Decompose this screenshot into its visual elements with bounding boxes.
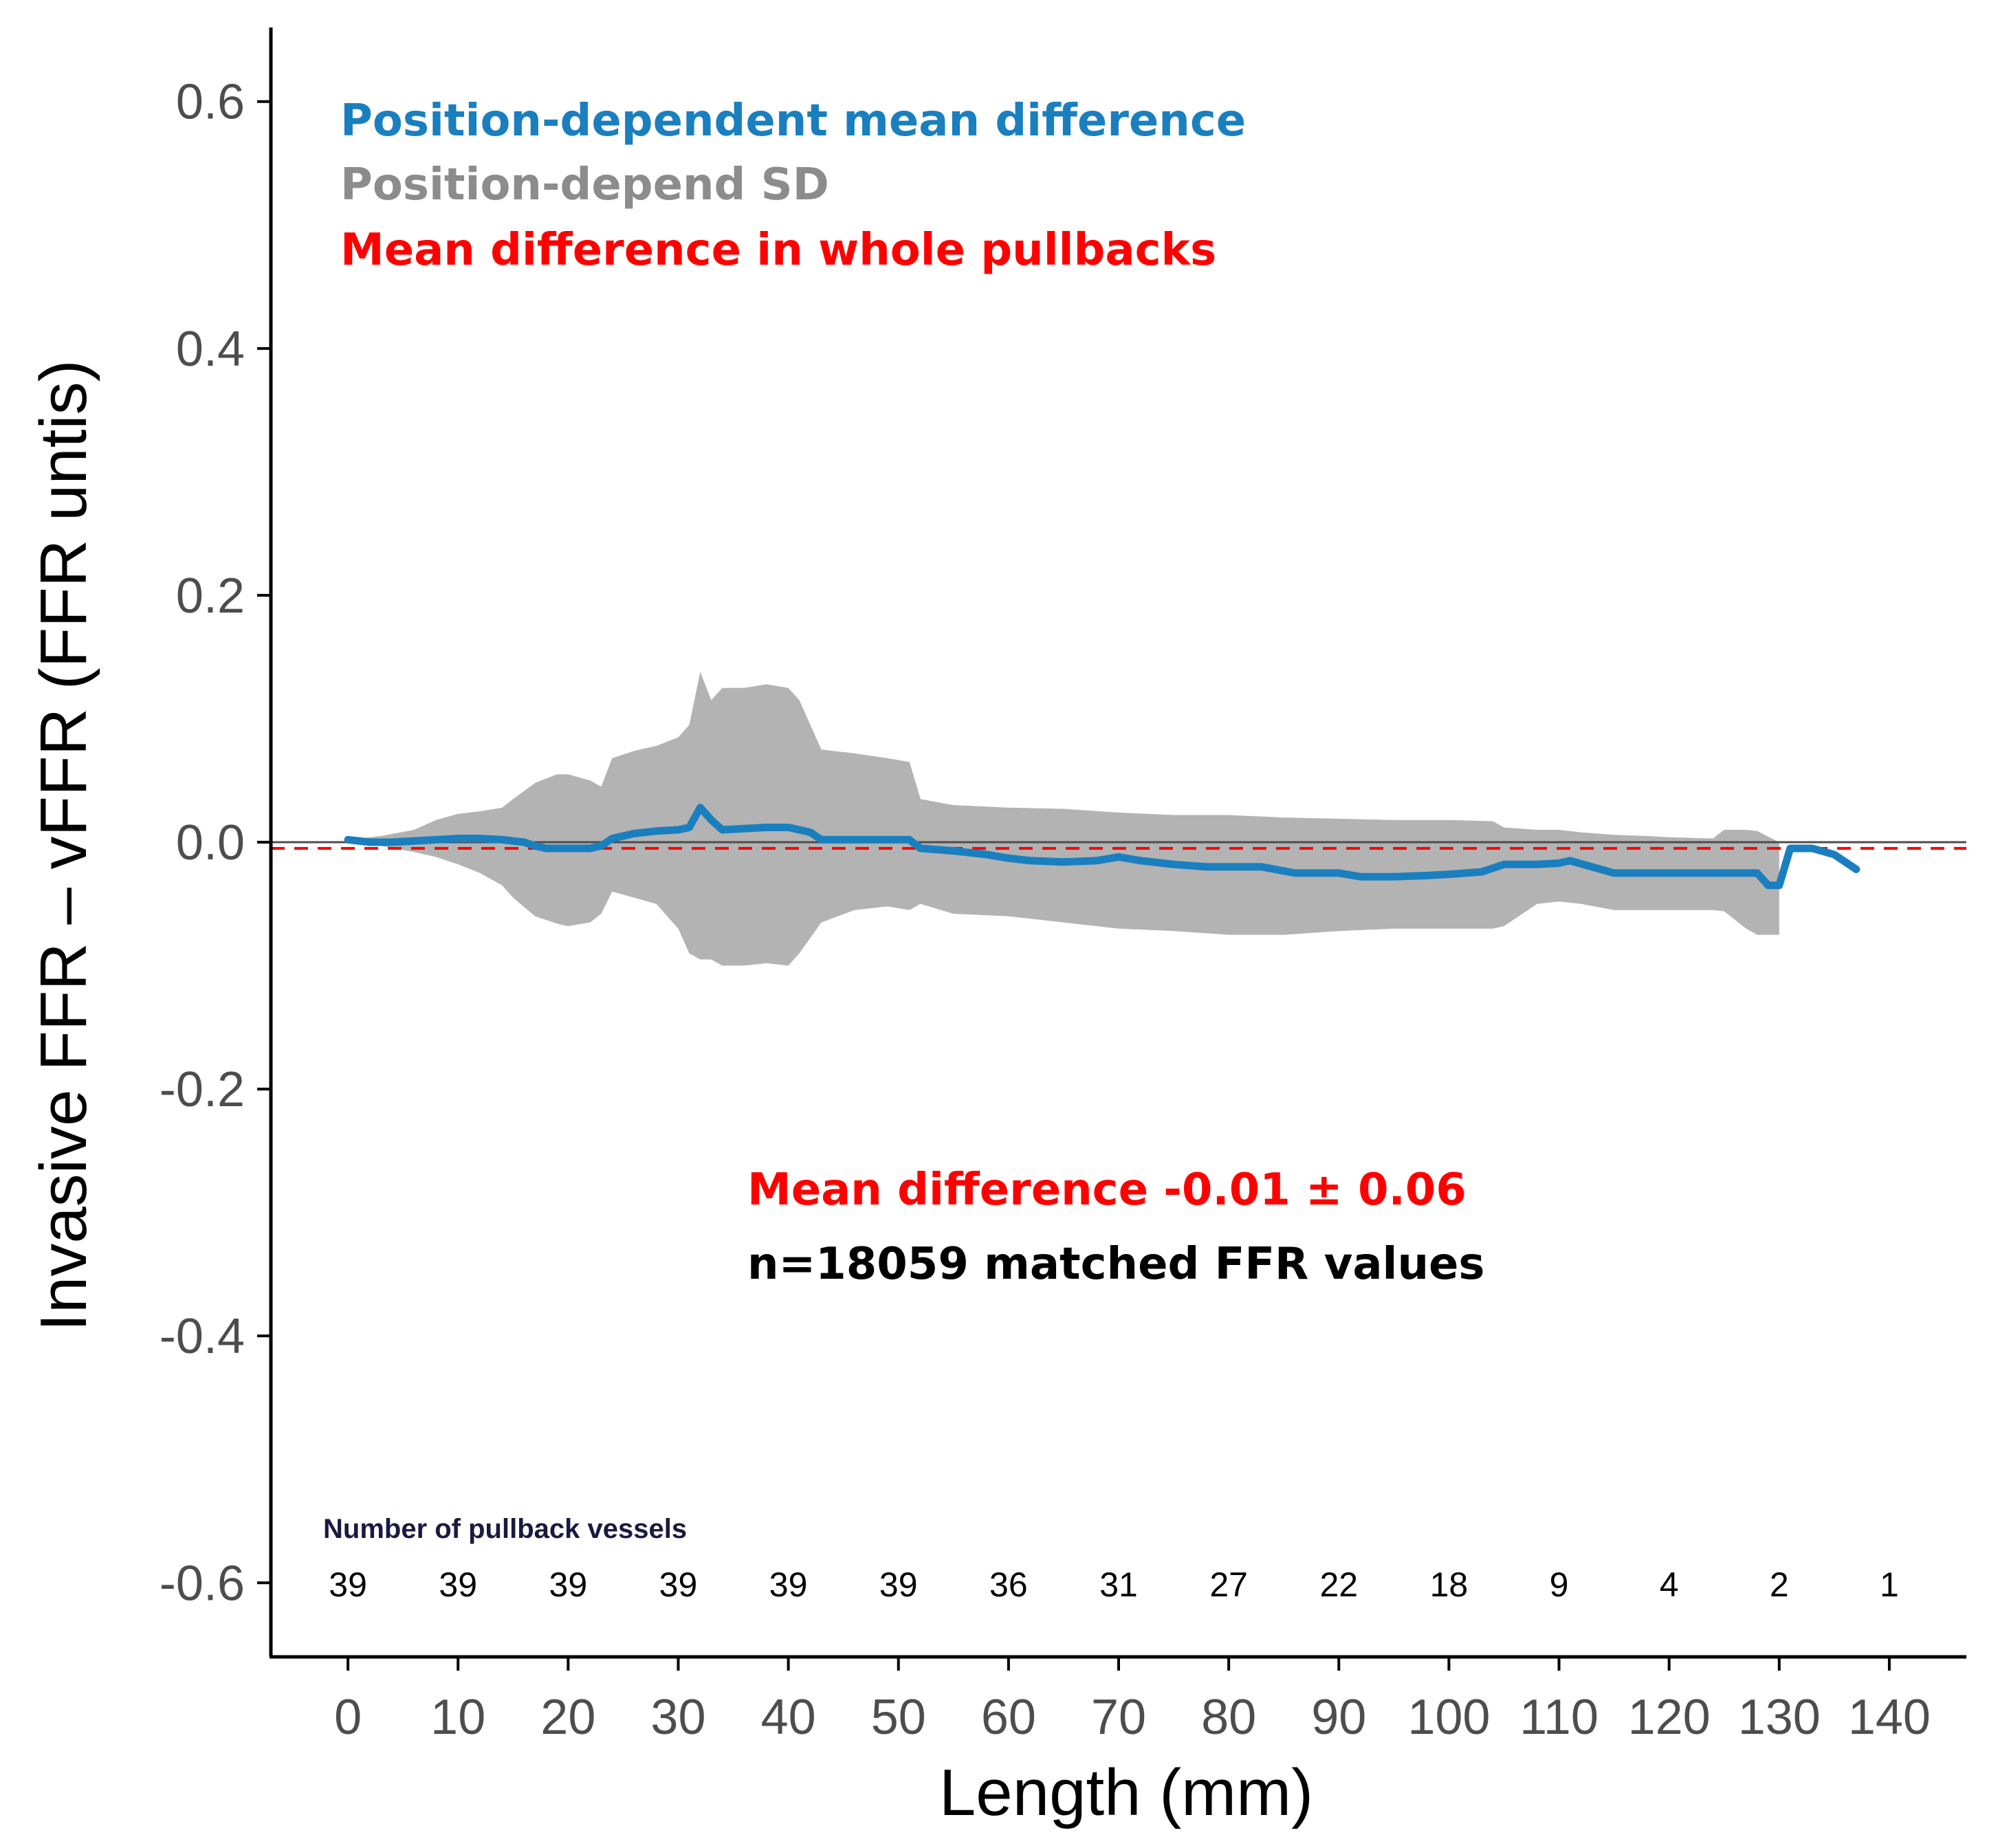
n-matched-annotation: n=18059 matched FFR values bbox=[747, 1239, 1485, 1290]
x-tick-label: 130 bbox=[1738, 1690, 1821, 1745]
x-tick-label: 60 bbox=[981, 1690, 1036, 1745]
pullback-count-label: 39 bbox=[549, 1565, 588, 1604]
x-tick-label: 40 bbox=[761, 1690, 816, 1745]
x-axis-title: Length (mm) bbox=[939, 1756, 1313, 1829]
x-ticks: 0 10 20 30 40 50 60 70 80 90 100 110 120 130 140 bbox=[334, 1657, 1931, 1745]
mean-difference-line bbox=[344, 804, 1860, 890]
x-tick-label: 100 bbox=[1407, 1690, 1490, 1745]
pullback-count-label: 39 bbox=[329, 1565, 367, 1604]
x-tick-label: 110 bbox=[1519, 1690, 1599, 1745]
pullback-count-label: 39 bbox=[439, 1565, 477, 1604]
pullback-count-label: 39 bbox=[769, 1565, 808, 1604]
pullback-count-label: 27 bbox=[1209, 1565, 1248, 1604]
legend-whole-mean-label: Mean difference in whole pullbacks bbox=[340, 225, 1216, 276]
pullback-count-label: 9 bbox=[1550, 1565, 1569, 1604]
x-tick-label: 120 bbox=[1628, 1690, 1711, 1745]
y-ticks: 0.6 0.4 0.2 0.0 -0.2 -0.4 -0.6 bbox=[160, 75, 271, 1611]
x-tick-label: 0 bbox=[334, 1690, 362, 1745]
x-tick-label: 30 bbox=[650, 1690, 705, 1745]
sd-band bbox=[348, 672, 1779, 966]
y-tick-label: 0.2 bbox=[176, 569, 245, 624]
y-tick-label: 0.4 bbox=[176, 322, 245, 377]
pullback-count-label: 18 bbox=[1430, 1565, 1469, 1604]
pullback-count-label: 1 bbox=[1880, 1565, 1899, 1604]
pullback-count-label: 4 bbox=[1660, 1565, 1679, 1604]
y-tick-label: 0.0 bbox=[176, 815, 245, 870]
x-tick-label: 20 bbox=[540, 1690, 595, 1745]
pullback-count-label: 31 bbox=[1099, 1565, 1138, 1604]
pullback-counts: Number of pullback vessels 39 39 39 39 39 39 3… bbox=[323, 1514, 1899, 1604]
y-tick-label: -0.2 bbox=[160, 1062, 245, 1117]
y-tick-label: -0.6 bbox=[160, 1556, 245, 1611]
annotation: Mean difference -0.01 ± 0.06 n=18059 mat… bbox=[747, 1165, 1485, 1290]
x-tick-label: 10 bbox=[430, 1690, 485, 1745]
x-tick-label: 80 bbox=[1201, 1690, 1256, 1745]
pullback-count-label: 22 bbox=[1319, 1565, 1358, 1604]
x-tick-label: 90 bbox=[1311, 1690, 1366, 1745]
y-tick-label: -0.4 bbox=[160, 1309, 245, 1364]
axes: 0.6 0.4 0.2 0.0 -0.2 -0.4 -0.6 0 10 20 30 40 50 60 70… bbox=[160, 28, 1966, 1745]
x-tick-label: 50 bbox=[871, 1690, 926, 1745]
legend: Position-dependent mean difference Posit… bbox=[340, 96, 1246, 276]
x-tick-label: 140 bbox=[1848, 1690, 1931, 1745]
pullback-count-label: 2 bbox=[1770, 1565, 1789, 1604]
legend-sd-band-label: Position-depend SD bbox=[340, 160, 829, 210]
pullback-counts-title: Number of pullback vessels bbox=[323, 1514, 687, 1544]
x-tick-label: 70 bbox=[1091, 1690, 1146, 1745]
y-axis-title: Invasive FFR – vFFR (FFR untis) bbox=[27, 360, 100, 1331]
y-tick-label: 0.6 bbox=[176, 75, 245, 130]
legend-mean-line-label: Position-dependent mean difference bbox=[340, 96, 1246, 146]
pullback-count-label: 39 bbox=[659, 1565, 698, 1604]
plot-area bbox=[271, 672, 1966, 966]
mean-difference-annotation: Mean difference -0.01 ± 0.06 bbox=[747, 1165, 1467, 1216]
pullback-count-label: 39 bbox=[879, 1565, 918, 1604]
pullback-count-label: 36 bbox=[989, 1565, 1028, 1604]
